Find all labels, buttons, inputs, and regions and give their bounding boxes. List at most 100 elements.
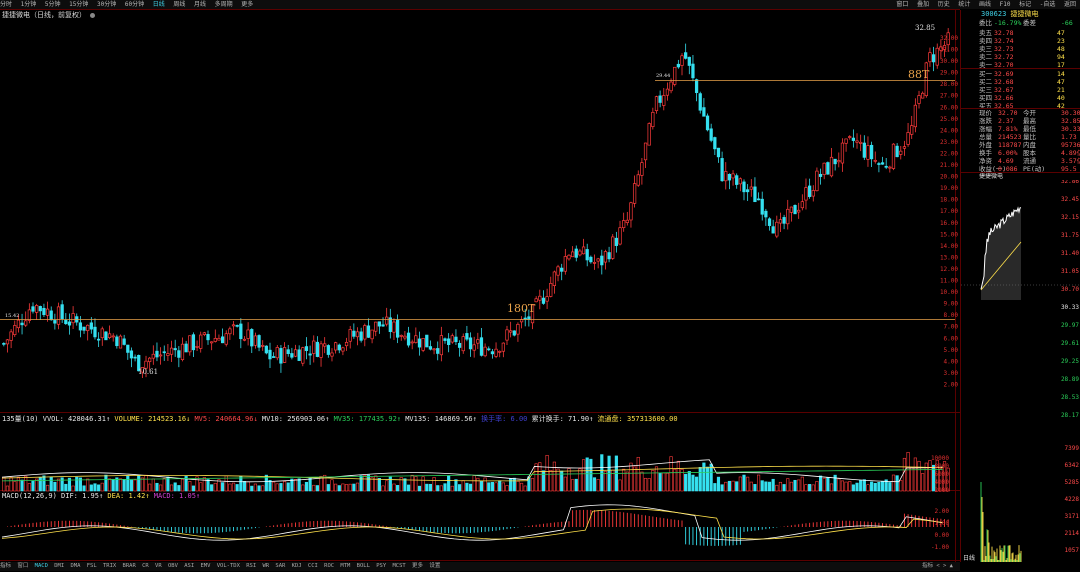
mini-price-label: 30.33 <box>1061 304 1079 311</box>
volume-bar <box>549 470 553 492</box>
volume-bar <box>472 475 476 492</box>
tab-asi[interactable]: ASI <box>184 563 195 569</box>
history-button[interactable]: 历史 <box>937 1 950 8</box>
tab-vr[interactable]: VR <box>155 563 162 569</box>
tab-5min[interactable]: 5分钟 <box>44 1 61 8</box>
volume-period[interactable]: 135量(10) <box>2 415 39 423</box>
tab-window[interactable]: 窗口 <box>17 563 29 569</box>
macd-name[interactable]: MACD(12,26,9) <box>2 492 57 500</box>
order-price: 32.72 <box>994 53 1014 61</box>
candle-body <box>155 350 159 358</box>
price-tick-label: 3.00 <box>944 370 959 377</box>
mark-button[interactable]: 标记 <box>1019 1 1032 8</box>
volume-bar <box>574 478 578 492</box>
tab-1min[interactable]: 1分钟 <box>20 1 37 8</box>
tab-daily[interactable]: 日线 <box>152 1 165 8</box>
volume-bar <box>231 482 236 492</box>
candle-body <box>388 317 392 332</box>
volume-bar <box>829 483 834 492</box>
price-tick-label: 19.00 <box>940 185 958 192</box>
tab-emv[interactable]: EMV <box>200 563 211 569</box>
tab-mtm[interactable]: MTM <box>340 563 351 569</box>
tab-rsi[interactable]: RSI <box>246 563 257 569</box>
tab-mcst[interactable]: MCST <box>392 563 406 569</box>
tab-weekly[interactable]: 周线 <box>173 1 186 8</box>
tab-monthly[interactable]: 月线 <box>194 1 207 8</box>
stats-button[interactable]: 统计 <box>958 1 971 8</box>
volume-bar <box>501 482 505 492</box>
volume-bar <box>727 480 731 492</box>
candle-body <box>899 150 903 155</box>
tab-more-indicators[interactable]: 更多 <box>412 563 424 569</box>
window-button[interactable]: 窗口 <box>896 1 909 8</box>
tab-multi-period[interactable]: 多周期 <box>214 1 233 8</box>
tab-minute[interactable]: 分时 <box>0 1 13 8</box>
volume-bar <box>312 484 316 492</box>
tab-trix[interactable]: TRIX <box>102 563 117 569</box>
volume-bar <box>928 460 932 492</box>
tab-wr[interactable]: WR <box>262 563 270 569</box>
volume-bar <box>115 477 119 492</box>
tab-brar[interactable]: BRAR <box>122 563 136 569</box>
volume-bar <box>246 481 250 492</box>
volume-bar <box>888 482 892 492</box>
draw-button[interactable]: 画线 <box>978 1 991 8</box>
tab-cci[interactable]: CCI <box>307 563 318 569</box>
f10-button[interactable]: F10 <box>999 1 1011 8</box>
price-tick-label: 20.00 <box>940 174 958 181</box>
remove-watchlist-button[interactable]: -自选 <box>1039 1 1056 8</box>
price-tick-label: 16.00 <box>940 220 958 227</box>
kline-chart[interactable]: 32.00 31.00 30.00 29.00 28.00 27.00 26.00 25.00… <box>0 0 960 571</box>
volume-bar <box>290 478 294 492</box>
volume-bar <box>425 483 429 492</box>
candle-body <box>640 162 644 176</box>
tab-vol-tdx[interactable]: VOL-TDX <box>216 563 240 569</box>
volume-bar <box>786 478 790 492</box>
candle-body <box>880 162 885 165</box>
mini-footer[interactable]: 日线 <box>963 555 976 562</box>
tab-settings[interactable]: 设置 <box>429 563 441 569</box>
tab-indicator[interactable]: 指标 <box>0 563 12 569</box>
volume-bar <box>370 477 374 492</box>
candle-body <box>724 171 728 182</box>
tab-kdj[interactable]: KDJ <box>291 563 302 569</box>
mini-price-label: 28.17 <box>1061 412 1079 419</box>
volume-bar <box>93 483 97 492</box>
volume-bar <box>264 474 268 492</box>
back-button[interactable]: 返回 <box>1063 1 1076 8</box>
intraday-mini-chart[interactable]: 32.86 32.45 32.15 31.75 31.40 31.05 30.70 30.33… <box>961 180 1080 572</box>
price-tick-label: 11.00 <box>940 278 958 285</box>
tab-boll[interactable]: BOLL <box>356 563 370 569</box>
volume-bar <box>228 483 232 492</box>
tab-fsl[interactable]: FSL <box>86 563 97 569</box>
candle-body <box>53 320 57 324</box>
candle-body <box>840 142 845 164</box>
overlay-button[interactable]: 叠加 <box>917 1 930 8</box>
tab-15min[interactable]: 15分钟 <box>69 1 89 8</box>
toolbar-right-group: 窗口 叠加 历史 统计 画线 F10 标记 -自选 返回 <box>891 0 1076 9</box>
candle-body <box>487 348 491 351</box>
tab-60min[interactable]: 60分钟 <box>124 1 145 8</box>
tab-nav[interactable]: 指标 < > ▲ <box>922 563 953 569</box>
tab-roc[interactable]: ROC <box>324 563 335 569</box>
tab-sar[interactable]: SAR <box>275 563 286 569</box>
volume-ma-line-b <box>1 465 943 482</box>
settings-dot-icon[interactable] <box>90 12 95 18</box>
panel-divider <box>961 68 1080 69</box>
chart-annotations: 180T 88T 15.42 29.44 10.61 32.85 <box>5 24 935 376</box>
tab-dma[interactable]: DMA <box>70 563 81 569</box>
volume-bar <box>833 474 837 492</box>
tab-more[interactable]: 更多 <box>241 1 254 8</box>
volume-bar <box>902 457 906 492</box>
candle-body <box>545 296 549 302</box>
tab-macd[interactable]: MACD <box>34 563 48 569</box>
tab-30min[interactable]: 30分钟 <box>97 1 117 8</box>
volume-bar <box>279 483 283 492</box>
candle-body <box>395 319 400 338</box>
volume-bar <box>899 480 903 492</box>
tab-cr[interactable]: CR <box>142 563 149 569</box>
tab-obv[interactable]: OBV <box>167 563 178 569</box>
tab-psy[interactable]: PSY <box>376 563 387 569</box>
tab-dmi[interactable]: DMI <box>54 563 65 569</box>
order-label: 卖一 <box>979 61 992 69</box>
